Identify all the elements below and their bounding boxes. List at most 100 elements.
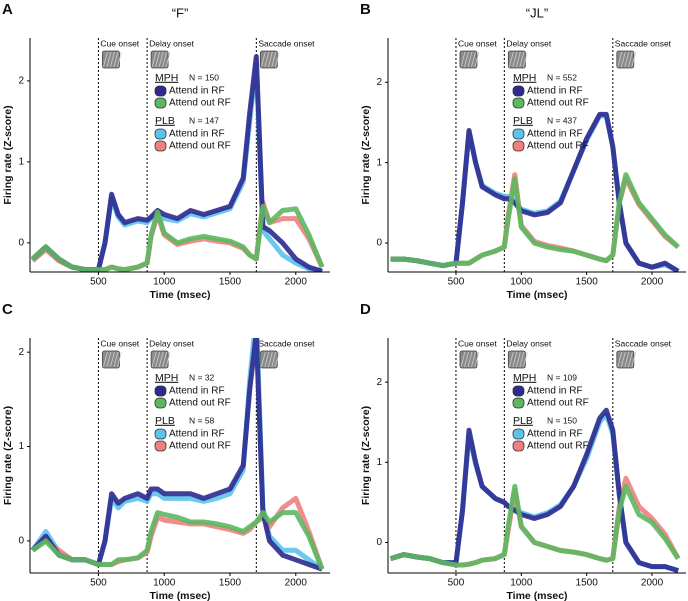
legend-n: N = 150	[189, 72, 219, 82]
stimulus-stripe	[512, 351, 518, 368]
y-tick-label: 2	[18, 76, 24, 87]
stimulus-stripe	[460, 351, 466, 368]
stimulus-stripe	[260, 351, 266, 368]
y-tick-label: 2	[376, 377, 382, 388]
legend-swatch	[154, 385, 167, 397]
legend-n: N = 150	[547, 415, 577, 425]
y-tick-label: 1	[18, 441, 24, 452]
legend-group-title: MPH	[513, 72, 536, 84]
legend-swatch	[154, 128, 167, 140]
legend-n: N = 552	[547, 72, 577, 82]
stimulus-stripe	[467, 351, 473, 368]
legend-label: Attend in RF	[169, 386, 225, 397]
stimulus-stripe	[151, 351, 157, 368]
stimulus-stripe	[467, 51, 473, 68]
stimulus-stripe	[627, 51, 633, 68]
stimulus-stripe	[151, 51, 157, 68]
stimulus-stripe	[264, 51, 270, 68]
stimulus-stripe	[274, 51, 280, 68]
x-axis-label: Time (msec)	[149, 590, 210, 601]
x-tick-label: 1500	[576, 578, 599, 589]
stimulus-stripe	[617, 51, 623, 68]
series-band	[30, 203, 325, 272]
stimulus-stripe	[627, 351, 633, 368]
x-tick-label: 2000	[641, 578, 664, 589]
legend-label: Attend in RF	[169, 86, 225, 97]
legend-label: Attend out RF	[169, 398, 231, 409]
series-layer	[30, 54, 325, 272]
legend-label: Attend in RF	[527, 86, 583, 97]
series-band	[31, 510, 325, 571]
stimulus-stripe	[471, 51, 476, 68]
legend-swatch	[154, 140, 167, 152]
legend-label: Attend out RF	[527, 98, 589, 109]
event-label: Saccade onset	[615, 38, 672, 48]
stimulus-stripe	[103, 351, 108, 368]
stimulus-stripe	[155, 51, 160, 68]
y-axis-label: Firing rate (Z-score)	[360, 406, 372, 505]
y-tick-label: 1	[376, 157, 382, 168]
panel: C Cue onset Delay onset Saccade onset 0 1 2 500…	[2, 301, 330, 601]
x-tick-label: 1000	[510, 277, 533, 288]
stimulus-stripe	[460, 51, 466, 68]
legend-swatch	[154, 397, 167, 409]
stimulus-stripe	[271, 351, 277, 368]
stimulus-stripe	[117, 351, 122, 368]
event-label: Cue onset	[458, 338, 497, 348]
stimulus-stripe	[110, 351, 115, 368]
y-axis-label: Firing rate (Z-score)	[2, 105, 14, 204]
legend-group-title: MPH	[513, 372, 536, 384]
series-band	[389, 483, 681, 568]
stimulus-stripe	[274, 351, 280, 368]
x-tick-label: 1500	[219, 277, 242, 288]
series-band	[390, 172, 680, 269]
stimulus-stripe	[512, 51, 518, 68]
legend-n: N = 109	[547, 372, 577, 382]
y-axis-label: Firing rate (Z-score)	[2, 406, 14, 505]
stimulus-stripe	[264, 351, 270, 368]
legend-label: Attend out RF	[527, 398, 589, 409]
stimulus-stripe	[631, 351, 637, 368]
stimulus-stripe	[474, 51, 480, 68]
legend-swatch	[512, 85, 525, 97]
stimulus-stripe	[522, 351, 528, 368]
stimulus-stripe	[103, 51, 108, 68]
stimulus-stripe	[464, 351, 469, 368]
stimulus-stripe	[624, 51, 630, 68]
stimulus-stripe	[267, 51, 273, 68]
x-tick-label: 500	[90, 578, 107, 589]
stimulus-stripe	[117, 51, 122, 68]
y-tick-label: 1	[376, 457, 382, 468]
panel-label: B	[360, 1, 371, 18]
y-tick-label: 2	[376, 77, 382, 88]
legend-swatch	[512, 97, 525, 109]
stimulus-stripe	[260, 51, 266, 68]
y-tick-label: 2	[18, 347, 24, 358]
event-label: Delay onset	[149, 338, 195, 348]
panel-label: A	[2, 1, 13, 18]
stimulus-stripe	[267, 351, 273, 368]
stimulus-stripe	[508, 51, 514, 68]
legend-label: Attend out RF	[527, 141, 589, 152]
legend-label: Attend out RF	[169, 441, 231, 452]
legend-label: Attend out RF	[169, 98, 231, 109]
panel-label: D	[360, 301, 371, 318]
y-tick-label: 0	[376, 537, 382, 548]
legend-group-title: PLB	[155, 115, 175, 127]
x-axis-label: Time (msec)	[506, 289, 567, 301]
series-band	[389, 475, 681, 568]
y-axis-label: Firing rate (Z-score)	[360, 105, 372, 204]
legend-label: Attend in RF	[527, 429, 583, 440]
legend-swatch	[154, 85, 167, 97]
series-layer	[389, 407, 681, 573]
legend-n: N = 32	[189, 372, 215, 382]
x-tick-label: 500	[448, 578, 465, 589]
y-tick-label: 0	[18, 237, 24, 248]
panel-label: C	[2, 301, 13, 318]
panel: D Cue onset Delay onset Saccade onset 0 1 2 500…	[360, 301, 686, 601]
stimulus-stripe	[474, 351, 480, 368]
stimulus-stripe	[519, 351, 525, 368]
y-tick-label: 1	[18, 157, 24, 168]
